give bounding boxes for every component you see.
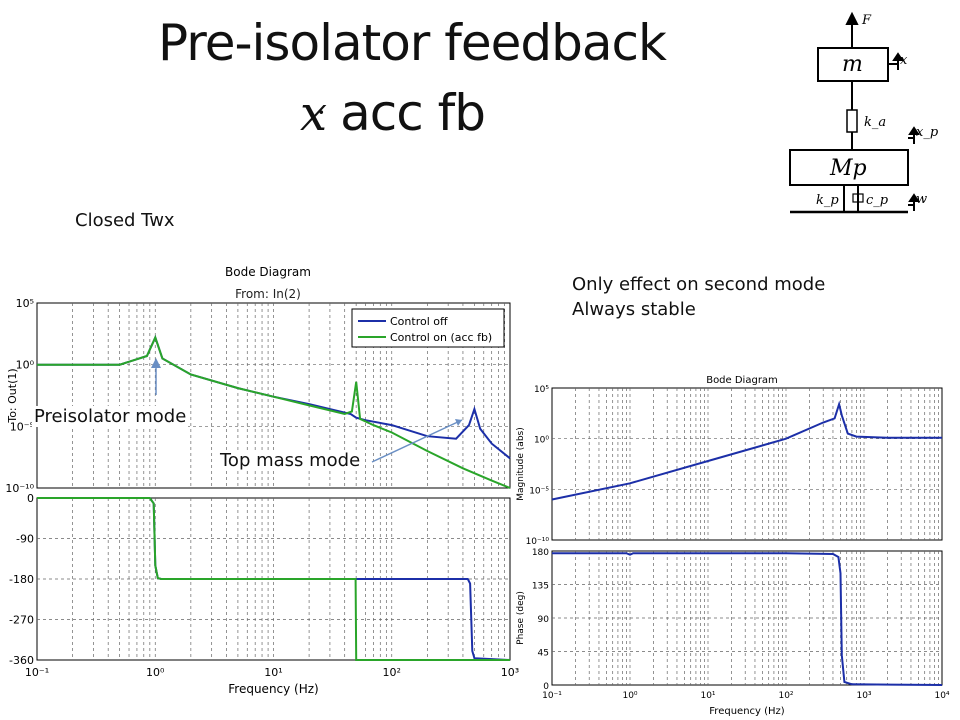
chart1-xtick: 10⁴ <box>934 691 949 701</box>
note-effect-line1: Only effect on second mode <box>572 274 826 295</box>
chart0-ph-ytick: -270 <box>9 614 34 627</box>
xddot-symbol: ·· x <box>300 86 328 142</box>
subtitle-text: acc fb <box>340 84 486 142</box>
chart1-mag-series-0 <box>551 400 942 501</box>
chart1-ph-ytick: 0 <box>543 682 549 692</box>
chart1-mag-ytick: 10⁰ <box>534 436 549 446</box>
chart0-mag-ytick: 10⁻⁵ <box>10 420 34 433</box>
chart0-xtick: 10⁰ <box>146 666 165 679</box>
chart0-xlabel: Frequency (Hz) <box>228 682 319 696</box>
note-closed-twx: Closed Twx <box>75 210 175 231</box>
chart0-mag-ytick: 10⁵ <box>16 297 34 310</box>
chart0-ph-ytick: -90 <box>16 533 34 546</box>
chart1-ph-ytick: 90 <box>538 615 550 625</box>
chart1-xtick: 10⁰ <box>622 691 637 701</box>
callout-preisolator-mode: Preisolator mode <box>32 406 189 427</box>
chart1-mag-ytick: 10⁻⁵ <box>529 486 549 496</box>
chart1-xtick: 10⁻¹ <box>542 691 562 701</box>
chart0-subtitle: From: In(2) <box>235 287 301 301</box>
chart1-xtick: 10³ <box>856 691 871 701</box>
callout-top-mass-mode: Top mass mode <box>218 450 363 471</box>
chart0-ph-ytick: -180 <box>9 573 34 586</box>
chart0-legend-label-1: Control on (acc fb) <box>390 331 492 344</box>
chart0-ph-ytick: -360 <box>9 654 34 667</box>
chart1-mag-ylabel: Magnitude (abs) <box>516 427 526 500</box>
chart1-ph-series-0 <box>552 552 943 686</box>
chart0-xtick: 10³ <box>501 666 519 679</box>
slide-subtitle: ·· x acc fb <box>300 84 486 143</box>
chart0-xtick: 10⁻¹ <box>25 666 49 679</box>
chart0-mag-series-1 <box>37 334 511 489</box>
chart1-ph-ytick: 180 <box>532 548 549 558</box>
chart0-xtick: 10² <box>383 666 401 679</box>
chart0-title: Bode Diagram <box>225 265 311 279</box>
chart1-xlabel: Frequency (Hz) <box>709 706 785 717</box>
chart1-xtick: 10¹ <box>700 691 715 701</box>
chart0-legend <box>351 308 505 348</box>
chart1-mag-ytick: 10⁵ <box>534 385 549 395</box>
chart0-mag-ylabel: To: Out(1) <box>6 368 19 423</box>
callout-arrowhead-topmass <box>455 419 462 426</box>
chart1-ph-ytick: 45 <box>538 649 549 659</box>
chart1-xtick: 10² <box>778 691 793 701</box>
chart1-ph-ylabel: Phase (deg) <box>516 591 526 645</box>
chart1-ph-ytick: 135 <box>532 582 549 592</box>
chart0-mag-ytick: 10⁰ <box>16 359 35 372</box>
callout-arrow-topmass <box>371 419 463 463</box>
chart0-ph-ytick: 0 <box>27 492 34 505</box>
note-effect: Only effect on second mode Always stable <box>572 272 825 322</box>
chart0-mag-ytick: 10⁻¹⁰ <box>5 482 34 495</box>
callout-arrowhead-preisolator <box>151 358 161 368</box>
chart0-ph-series-1 <box>37 497 510 661</box>
chart1-mag-frame <box>551 387 943 541</box>
chart1-title: Bode Diagram <box>706 375 778 386</box>
chart0-xtick: 10¹ <box>264 666 282 679</box>
note-effect-line2: Always stable <box>572 299 696 320</box>
chart1-mag-ytick: 10⁻¹⁰ <box>526 537 550 547</box>
slide-title: Pre-isolator feedback <box>158 14 667 72</box>
chart0-legend-label-0: Control off <box>390 315 448 328</box>
